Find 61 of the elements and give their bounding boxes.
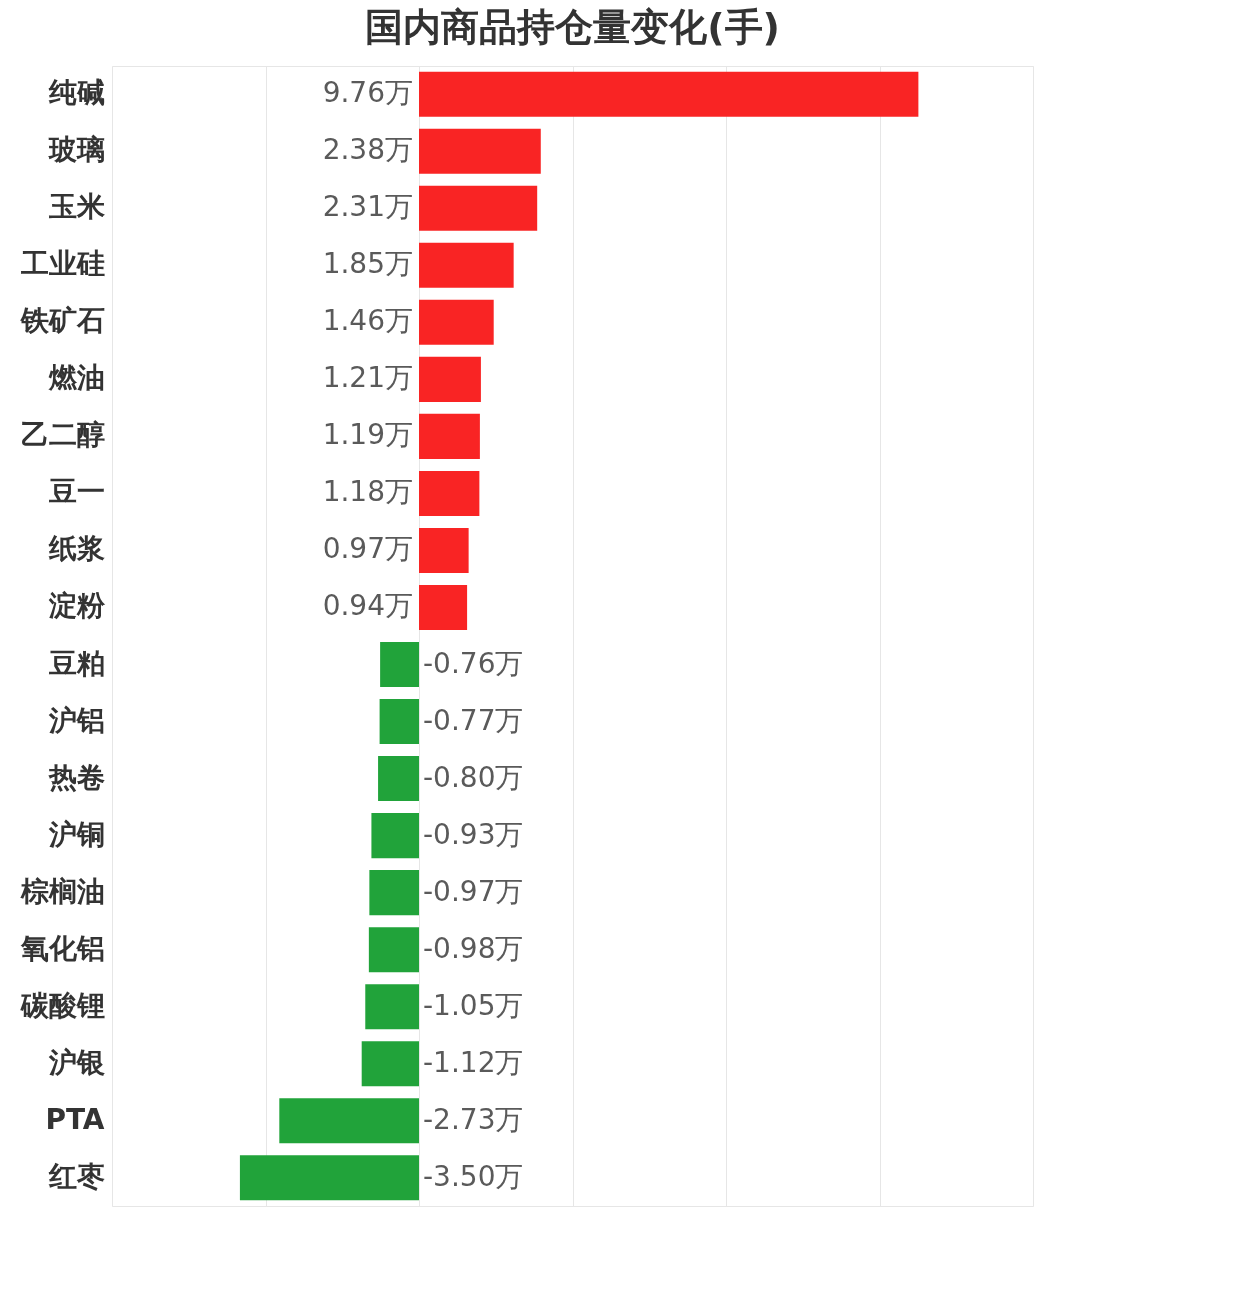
data-label: 9.76万	[322, 76, 413, 110]
y-tick-label: 碳酸锂	[19, 988, 105, 1022]
y-tick-label: 玉米	[47, 190, 105, 224]
bar	[419, 584, 468, 631]
bar	[378, 756, 419, 802]
data-label: 0.97万	[322, 532, 413, 566]
data-label: 1.18万	[322, 475, 413, 509]
data-label: -0.80万	[423, 760, 524, 794]
data-label: 1.19万	[322, 418, 413, 452]
data-label: 0.94万	[322, 589, 413, 623]
bar	[419, 413, 480, 459]
y-tick-label: 热卷	[47, 760, 105, 794]
bar	[379, 699, 419, 745]
data-label: 1.46万	[322, 304, 413, 338]
bar	[419, 242, 514, 288]
bar	[419, 527, 469, 573]
data-label: -1.12万	[423, 1045, 524, 1079]
data-label: -0.77万	[423, 703, 524, 737]
chart-title: 国内商品持仓量变化(手)	[365, 5, 780, 49]
data-label: 1.21万	[322, 361, 413, 395]
y-tick-label: 乙二醇	[20, 418, 105, 452]
bar	[369, 870, 419, 916]
y-tick-label: 铁矿石	[19, 304, 105, 338]
bar	[239, 1155, 419, 1201]
data-label: -2.73万	[423, 1102, 524, 1136]
bar	[279, 1098, 419, 1144]
bar	[368, 927, 419, 973]
y-tick-label: 玻璃	[47, 133, 105, 167]
bar	[361, 1041, 419, 1087]
data-label: 1.85万	[322, 247, 413, 281]
bar	[380, 641, 419, 688]
bar	[419, 185, 538, 231]
y-tick-label: 氧化铝	[19, 931, 105, 965]
data-label: -0.98万	[423, 931, 524, 965]
bar	[419, 71, 919, 117]
bar	[371, 813, 419, 859]
y-tick-label: 纯碱	[47, 76, 105, 110]
data-label: 2.31万	[322, 190, 413, 224]
data-label: -3.50万	[423, 1159, 524, 1193]
y-tick-label: 豆一	[47, 475, 105, 509]
y-tick-label: 沪银	[47, 1045, 105, 1079]
y-tick-label: PTA	[45, 1102, 105, 1136]
data-label: -0.93万	[423, 817, 524, 851]
y-tick-label: 棕榈油	[19, 874, 105, 908]
bar	[419, 356, 481, 402]
y-tick-label: 燃油	[47, 361, 105, 395]
data-label: 2.38万	[322, 133, 413, 167]
y-tick-label: 沪铜	[47, 817, 105, 851]
bar	[419, 470, 480, 516]
y-tick-label: 淀粉	[47, 589, 106, 623]
data-label: -1.05万	[423, 988, 524, 1022]
y-tick-label: 纸浆	[47, 532, 105, 566]
y-tick-label: 沪铝	[47, 703, 105, 737]
y-tick-label: 红枣	[47, 1159, 105, 1193]
bar	[365, 984, 419, 1030]
y-tick-label: 豆粕	[47, 646, 105, 680]
data-label: -0.76万	[423, 646, 524, 680]
bar	[419, 128, 541, 174]
bar	[419, 299, 494, 345]
data-label: -0.97万	[423, 874, 524, 908]
y-tick-label: 工业硅	[19, 247, 105, 281]
